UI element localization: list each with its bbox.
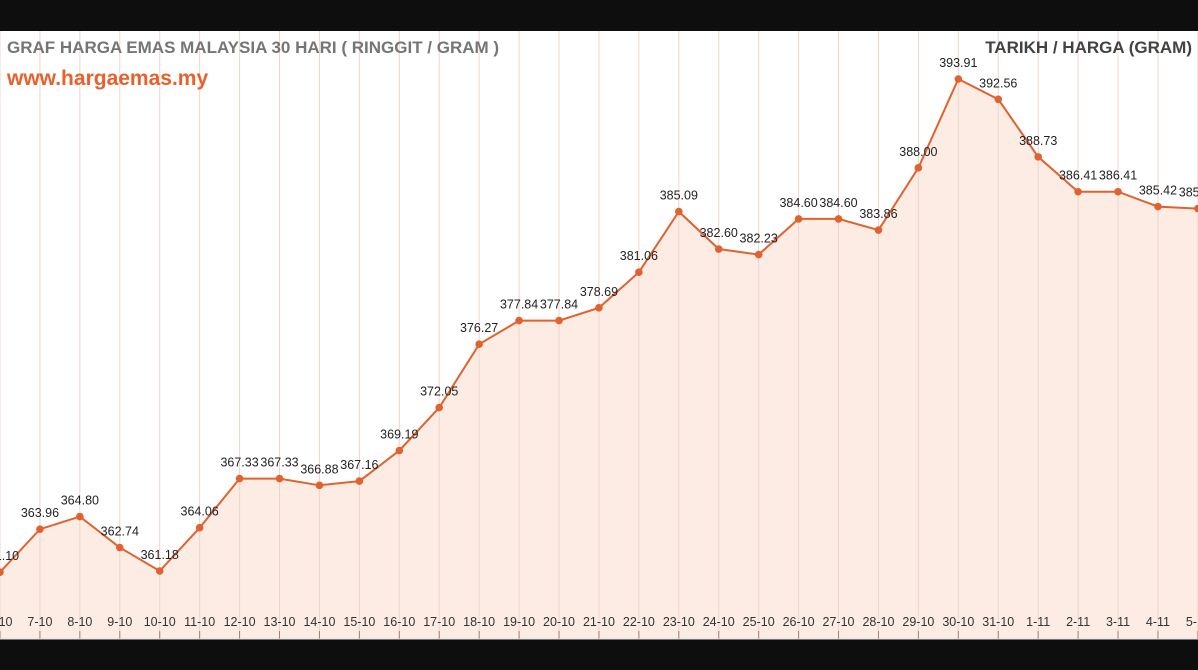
- x-tick-label: 7-10: [27, 615, 52, 629]
- x-tick-label: 25-10: [743, 615, 775, 629]
- x-tick-label: 20-10: [543, 615, 575, 629]
- x-tick-label: 22-10: [623, 615, 655, 629]
- data-point: [1034, 153, 1042, 161]
- x-tick-label: 31-10: [982, 615, 1014, 629]
- data-point: [355, 477, 364, 485]
- data-point: [1074, 187, 1082, 196]
- x-tick-label: 16-10: [383, 615, 415, 629]
- data-label: 372.05: [420, 385, 458, 399]
- data-point: [235, 474, 244, 483]
- website-link[interactable]: www.hargaemas.my: [7, 67, 209, 90]
- data-label: 377.84: [540, 298, 578, 312]
- chart-title: GRAF HARGA EMAS MALAYSIA 30 HARI ( RINGG…: [7, 38, 500, 57]
- x-tick-label: 27-10: [823, 615, 855, 629]
- data-point: [76, 512, 84, 521]
- data-point: [675, 207, 683, 216]
- data-label: 384.60: [779, 196, 817, 210]
- data-label: 384.60: [819, 196, 857, 210]
- x-tick-label: 6-10: [0, 615, 13, 629]
- data-label: 383.86: [859, 207, 897, 221]
- x-tick-label: 29-10: [902, 615, 934, 629]
- x-tick-label: 3-11: [1106, 615, 1130, 629]
- x-tick-label: 18-10: [463, 615, 495, 629]
- data-point: [874, 226, 883, 234]
- data-point: [0, 568, 4, 577]
- x-tick-label: 10-10: [144, 615, 176, 629]
- data-point: [595, 303, 603, 312]
- data-label: 377.84: [500, 298, 538, 312]
- data-point: [1154, 202, 1162, 211]
- x-tick-label: 13-10: [264, 615, 296, 629]
- data-label: 361.10: [0, 549, 19, 563]
- x-tick-label: 1-11: [1026, 615, 1050, 629]
- data-point: [315, 481, 324, 490]
- data-label: 376.27: [460, 321, 498, 335]
- data-point: [914, 164, 923, 172]
- x-tick-label: 17-10: [423, 615, 455, 629]
- x-tick-label: 19-10: [503, 615, 535, 629]
- data-label: 381.06: [620, 249, 658, 263]
- data-label: 369.19: [380, 428, 418, 442]
- data-label: 382.23: [740, 232, 778, 246]
- data-label: 367.16: [340, 458, 378, 472]
- data-label: 362.74: [101, 525, 139, 539]
- data-label: 361.18: [141, 548, 179, 562]
- data-point: [515, 316, 523, 325]
- data-label: 364.80: [61, 494, 99, 508]
- data-label: 392.56: [979, 76, 1017, 90]
- x-tick-label: 12-10: [224, 615, 256, 629]
- x-tick-label: 2-11: [1066, 615, 1090, 629]
- data-label: 382.60: [700, 226, 738, 240]
- data-label: 378.69: [580, 285, 618, 299]
- x-tick-label: 15-10: [343, 615, 375, 629]
- data-label: 388.00: [899, 145, 937, 159]
- data-point: [275, 474, 284, 483]
- data-label: 363.96: [21, 506, 59, 520]
- x-tick-label: 21-10: [583, 615, 615, 629]
- data-point: [155, 567, 164, 575]
- data-label: 366.88: [300, 462, 338, 476]
- x-tick-label: 28-10: [862, 615, 894, 629]
- data-point: [994, 95, 1003, 104]
- x-tick-label: 5-11: [1186, 615, 1198, 629]
- data-label: 367.33: [260, 456, 298, 470]
- data-point: [1114, 187, 1122, 196]
- data-label: 385.29: [1179, 186, 1198, 200]
- data-point: [794, 215, 803, 223]
- x-tick-label: 23-10: [663, 615, 695, 629]
- data-label: 388.73: [1019, 134, 1057, 148]
- x-tick-label: 4-11: [1146, 615, 1170, 629]
- data-label: 367.33: [220, 456, 258, 470]
- data-point: [635, 268, 643, 276]
- data-label: 386.41: [1059, 169, 1097, 183]
- x-tick-label: 30-10: [942, 615, 974, 629]
- data-point: [834, 215, 843, 223]
- data-label: 364.06: [181, 505, 219, 519]
- x-tick-label: 9-10: [107, 615, 132, 629]
- data-point: [115, 543, 124, 552]
- data-point: [475, 340, 483, 348]
- x-tick-label: 11-10: [184, 615, 215, 629]
- data-point: [36, 525, 44, 534]
- data-point: [954, 75, 963, 83]
- data-point: [714, 245, 723, 253]
- data-point: [395, 446, 404, 455]
- data-label: 385.09: [660, 189, 698, 203]
- data-point: [555, 316, 563, 325]
- data-point: [1194, 204, 1198, 213]
- legend-label: TARIKH / HARGA (GRAM): [985, 38, 1192, 57]
- data-point: [195, 523, 204, 532]
- data-label: 393.91: [939, 56, 977, 70]
- x-tick-label: 24-10: [703, 615, 735, 629]
- x-tick-label: 26-10: [783, 615, 815, 629]
- data-label: 386.41: [1099, 169, 1137, 183]
- data-point: [435, 403, 444, 412]
- x-tick-label: 8-10: [67, 615, 92, 629]
- data-point: [754, 250, 763, 259]
- x-tick-label: 14-10: [303, 615, 335, 629]
- data-label: 385.42: [1139, 184, 1177, 198]
